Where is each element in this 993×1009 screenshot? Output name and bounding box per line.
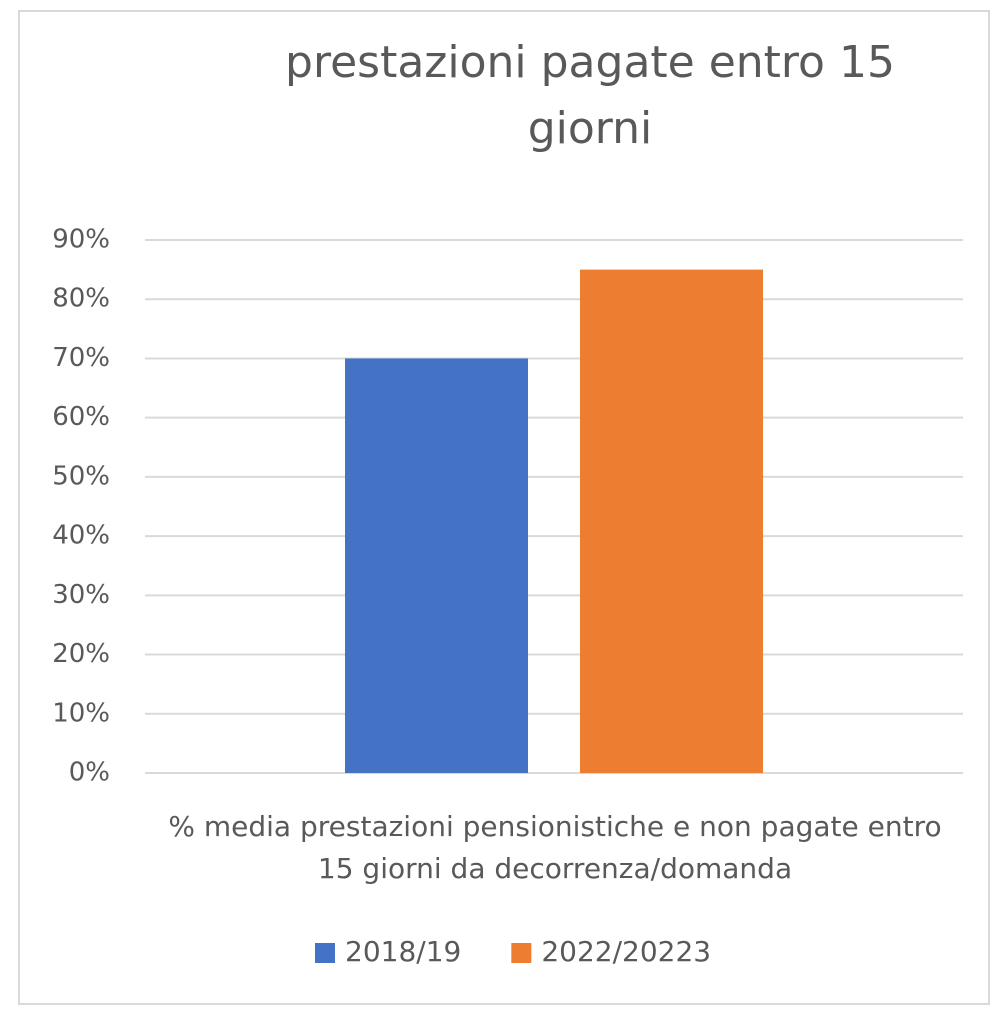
y-tick-label: 20% — [52, 639, 110, 669]
legend-label: 2022/20223 — [541, 935, 711, 968]
legend-label: 2018/19 — [345, 935, 461, 968]
legend-swatch — [511, 943, 532, 963]
y-tick-label: 40% — [52, 521, 110, 551]
y-tick-label: 50% — [52, 461, 110, 491]
y-tick-label: 60% — [52, 402, 110, 432]
y-tick-label: 70% — [52, 343, 110, 373]
x-tick-label: % media prestazioni pensionistiche e non… — [168, 810, 942, 885]
chart-frame — [18, 10, 990, 1005]
bar — [345, 358, 528, 773]
chart-title: prestazioni pagate entro 15 giorni — [285, 37, 895, 154]
y-tick-label: 90% — [52, 225, 110, 255]
bar — [580, 269, 763, 773]
y-tick-label: 30% — [52, 580, 110, 610]
y-tick-label: 10% — [52, 698, 110, 728]
y-tick-label: 0% — [69, 758, 110, 788]
y-tick-label: 80% — [52, 284, 110, 314]
legend-swatch — [315, 943, 335, 963]
